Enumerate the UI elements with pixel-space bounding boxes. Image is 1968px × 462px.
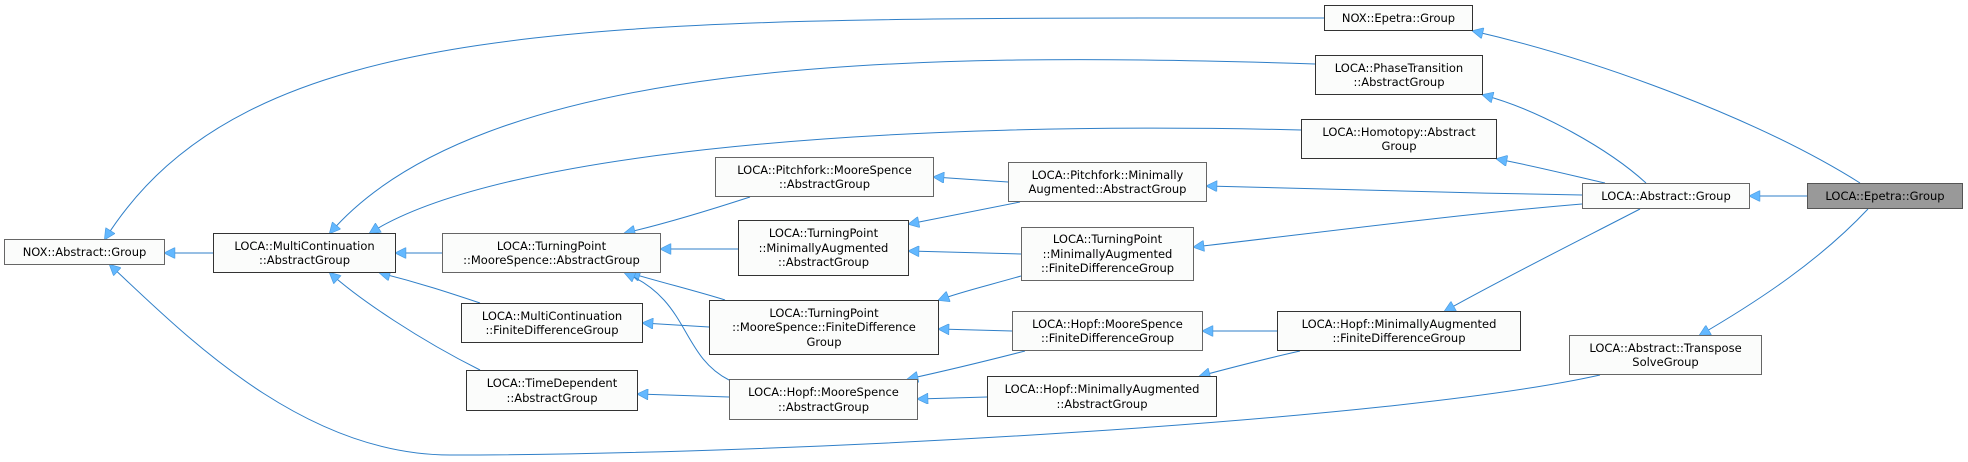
inheritance-edge-pf_ma_abstract_group-to-pf_ms_abstract_group [934,177,1009,182]
inheritance-edge-loca_abstract_group-to-pt_abstract_group [1483,95,1647,184]
class-node-hopf-ms-fd-group[interactable]: LOCA::Hopf::MooreSpence ::FiniteDifferen… [1012,311,1203,351]
class-node-nox-abstract-group[interactable]: NOX::Abstract::Group [4,239,165,265]
inheritance-edge-transpose_solve_group-to-nox_abstract_group [110,265,1601,456]
class-node-mc-abstract-group[interactable]: LOCA::MultiContinuation ::AbstractGroup [213,233,396,273]
class-node-pf-ma-abstract-group[interactable]: LOCA::Pitchfork::Minimally Augmented::Ab… [1008,162,1207,202]
inheritance-edge-hopf_ms_fd_group-to-tp_ms_fd_group [939,329,1013,331]
class-node-hopf-ms-abstract-group[interactable]: LOCA::Hopf::MooreSpence ::AbstractGroup [729,379,918,420]
inheritance-edge-nox_epetra_group-to-nox_abstract_group [105,17,1325,239]
inheritance-edge-hopf_ms_abstract_group-to-td_abstract_group [638,394,730,397]
inheritance-edge-mc_fd_group-to-mc_abstract_group [380,273,481,304]
inheritance-edge-hopf_ms_abstract_group-to-tp_ms_abstract_group [625,273,730,381]
inheritance-edge-loca_epetra_group-to-nox_epetra_group [1473,31,1861,184]
inheritance-edge-hopf_ms_fd_group-to-hopf_ms_abstract_group [908,350,1026,379]
inheritance-edge-tp_ma_fd_group-to-tp_ms_fd_group [939,275,1022,300]
inheritance-edge-tp_ma_fd_group-to-tp_ma_abstract_group [909,251,1022,254]
class-node-transpose-solve-group[interactable]: LOCA::Abstract::Transpose SolveGroup [1569,335,1762,375]
inheritance-edge-pt_abstract_group-to-mc_abstract_group [330,59,1316,233]
inheritance-edge-hopf_ma_abstract_group-to-hopf_ms_abstract_group [918,397,988,399]
class-node-loca-abstract-group[interactable]: LOCA::Abstract::Group [1582,183,1750,209]
class-node-loca-epetra-group: LOCA::Epetra::Group [1807,183,1963,209]
class-node-tp-ms-fd-group[interactable]: LOCA::TurningPoint ::MooreSpence::Finite… [709,300,939,355]
class-node-tp-ma-abstract-group[interactable]: LOCA::TurningPoint ::MinimallyAugmented … [738,220,909,276]
class-node-nox-epetra-group[interactable]: NOX::Epetra::Group [1324,5,1473,31]
inheritance-edge-tp_ms_fd_group-to-mc_fd_group [643,323,710,327]
inheritance-edge-loca_abstract_group-to-homotopy_abstract_group [1497,159,1606,184]
inheritance-edge-pf_ms_abstract_group-to-tp_ms_abstract_group [625,196,751,233]
inheritance-edge-loca_abstract_group-to-pf_ma_abstract_group [1207,186,1583,196]
class-node-tp-ma-fd-group[interactable]: LOCA::TurningPoint ::MinimallyAugmented … [1021,227,1194,281]
class-node-pt-abstract-group[interactable]: LOCA::PhaseTransition ::AbstractGroup [1315,55,1483,95]
class-node-hopf-ma-fd-group[interactable]: LOCA::Hopf::MinimallyAugmented ::FiniteD… [1277,311,1521,351]
inheritance-edge-td_abstract_group-to-mc_abstract_group [330,273,481,371]
inheritance-edge-hopf_ma_fd_group-to-hopf_ma_abstract_group [1200,350,1301,376]
inheritance-edge-tp_ms_fd_group-to-tp_ms_abstract_group [630,273,726,301]
class-node-tp-ms-abstract-group[interactable]: LOCA::TurningPoint ::MooreSpence::Abstra… [442,233,661,273]
inheritance-edge-loca_epetra_group-to-transpose_solve_group [1700,208,1869,335]
inheritance-edge-loca_abstract_group-to-hopf_ma_fd_group [1445,208,1641,311]
class-node-pf-ms-abstract-group[interactable]: LOCA::Pitchfork::MooreSpence ::AbstractG… [715,157,934,197]
class-node-homotopy-abstract-group[interactable]: LOCA::Homotopy::Abstract Group [1301,119,1497,159]
class-node-td-abstract-group[interactable]: LOCA::TimeDependent ::AbstractGroup [466,370,638,411]
class-node-hopf-ma-abstract-group[interactable]: LOCA::Hopf::MinimallyAugmented ::Abstrac… [987,376,1217,417]
inheritance-edge-homotopy_abstract_group-to-mc_abstract_group [370,127,1302,233]
inheritance-edge-pf_ma_abstract_group-to-tp_ma_abstract_group [909,201,1021,224]
class-node-mc-fd-group[interactable]: LOCA::MultiContinuation ::FiniteDifferen… [461,303,643,343]
inheritance-edge-loca_abstract_group-to-tp_ma_fd_group [1194,203,1583,247]
